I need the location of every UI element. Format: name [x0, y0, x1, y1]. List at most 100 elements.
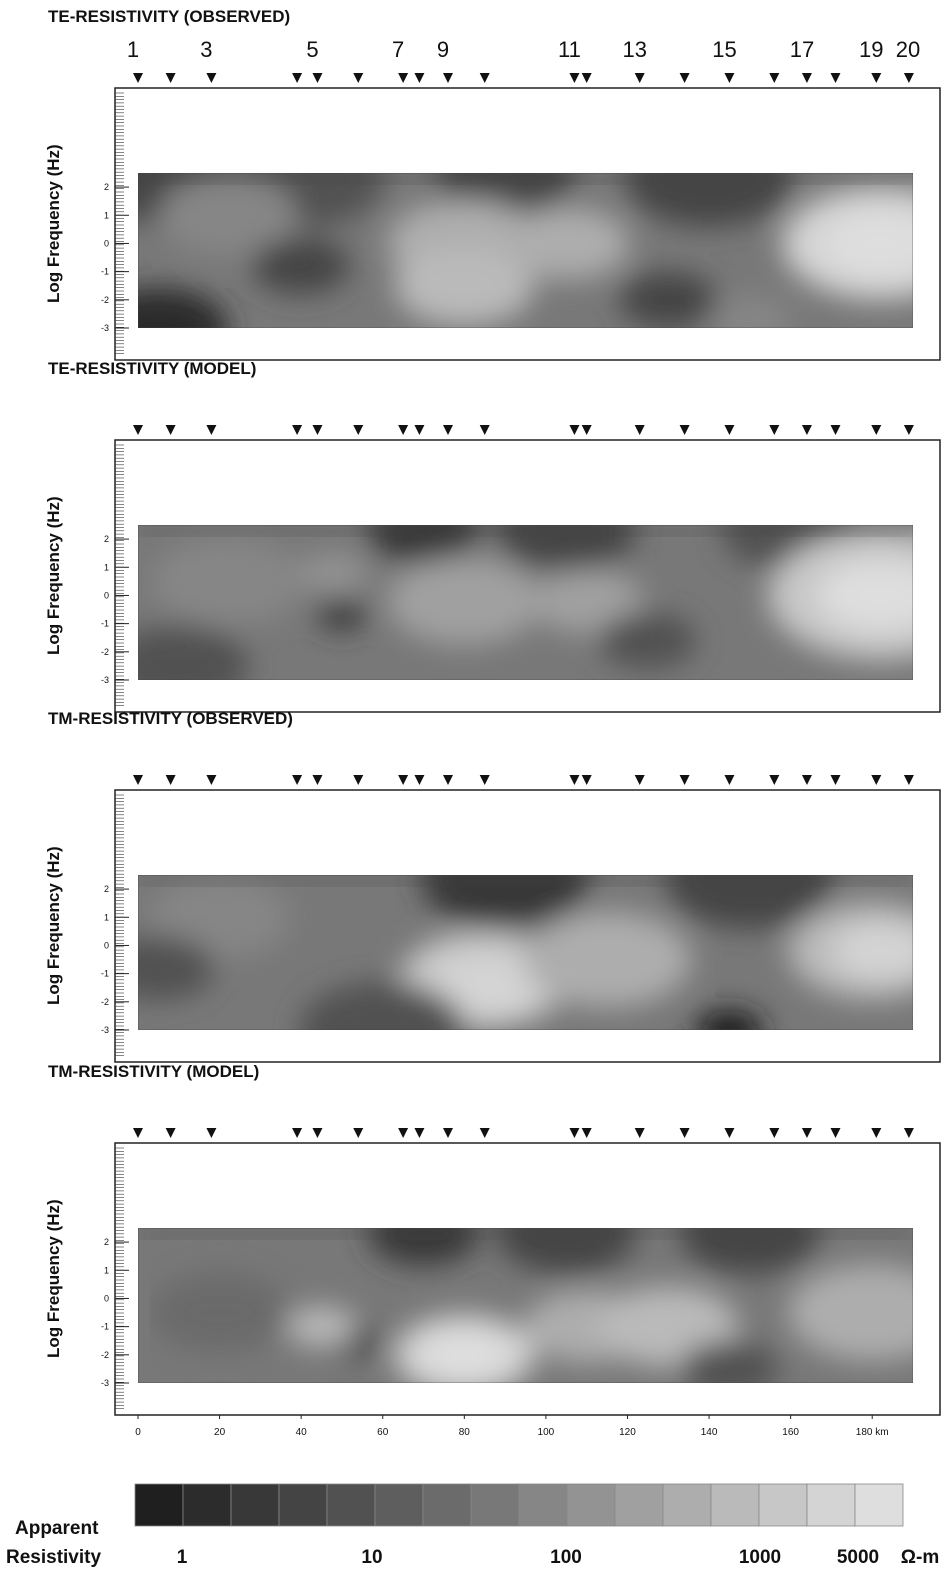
station-marker-icon — [871, 1128, 882, 1138]
station-number-label: 7 — [392, 37, 404, 62]
legend-swatch — [854, 1483, 904, 1527]
x-tick-label: 180 km — [856, 1427, 889, 1438]
station-marker-icon — [165, 73, 176, 83]
contour-region — [316, 600, 368, 630]
y-axis-label: Log Frequency (Hz) — [44, 1199, 63, 1358]
legend-swatch — [566, 1483, 616, 1527]
contour-region — [138, 1228, 913, 1240]
station-marker-icon — [871, 425, 882, 435]
x-tick-label: 80 — [459, 1427, 471, 1438]
contour-region — [680, 1340, 779, 1383]
station-marker-icon — [634, 1128, 645, 1138]
station-marker-icon — [679, 425, 690, 435]
y-axis-label: Log Frequency (Hz) — [44, 496, 63, 655]
station-marker-icon — [414, 1128, 425, 1138]
station-marker-icon — [479, 73, 490, 83]
station-marker-icon — [414, 425, 425, 435]
station-marker-icon — [769, 425, 780, 435]
contour-region — [503, 207, 630, 280]
station-marker-icon — [479, 425, 490, 435]
legend-unit-label: Ω-m — [901, 1547, 939, 1568]
station-marker-icon — [830, 1128, 841, 1138]
contour-region — [619, 271, 718, 328]
legend-title-line1: Apparent — [15, 1518, 99, 1539]
contour-region — [286, 1306, 357, 1347]
legend-swatch — [374, 1483, 424, 1527]
contour-region — [138, 936, 215, 1000]
contour-region — [422, 1330, 507, 1379]
station-number-label: 3 — [200, 37, 212, 62]
y-tick-label: 2 — [104, 1237, 109, 1247]
contour-region — [530, 569, 643, 634]
station-marker-icon — [871, 73, 882, 83]
contour-region — [598, 612, 697, 669]
station-marker-icon — [679, 1128, 690, 1138]
contour-region — [138, 288, 229, 328]
station-marker-icon — [903, 425, 914, 435]
station-marker-icon — [353, 73, 364, 83]
station-number-label: 20 — [896, 37, 920, 62]
y-tick-label: 0 — [104, 238, 109, 248]
panel-4: TM-RESISTIVITY (MODEL) Log Frequency (Hz)… — [44, 1062, 941, 1438]
station-marker-icon — [769, 73, 780, 83]
station-marker-icon — [724, 1128, 735, 1138]
station-number-label: 19 — [859, 37, 883, 62]
x-tick-label: 100 — [538, 1427, 555, 1438]
station-marker-icon — [206, 775, 217, 785]
station-marker-icon — [634, 73, 645, 83]
station-marker-icon — [581, 425, 592, 435]
contour-region — [817, 559, 913, 632]
legend-swatch — [422, 1483, 472, 1527]
station-number-label: 11 — [558, 37, 581, 62]
station-number-label: 15 — [712, 37, 736, 62]
station-number-label: 13 — [622, 37, 646, 62]
legend-value-label: 1 — [177, 1547, 188, 1568]
legend-swatch — [182, 1483, 232, 1527]
station-marker-icon — [581, 775, 592, 785]
y-tick-label: 1 — [104, 562, 109, 572]
station-marker-icon — [801, 1128, 812, 1138]
station-marker-icon — [312, 73, 323, 83]
contour-region — [824, 211, 913, 276]
y-tick-label: 0 — [104, 1293, 109, 1303]
y-tick-label: -1 — [101, 969, 109, 979]
station-number-label: 1 — [127, 37, 139, 62]
y-tick-label: -3 — [101, 675, 109, 685]
legend-swatch — [470, 1483, 520, 1527]
contour-region — [421, 875, 590, 929]
x-tick-label: 140 — [701, 1427, 718, 1438]
station-marker-icon — [398, 775, 409, 785]
y-axis-label: Log Frequency (Hz) — [44, 144, 63, 303]
station-marker-icon — [724, 425, 735, 435]
station-marker-icon — [903, 775, 914, 785]
y-tick-label: 0 — [104, 590, 109, 600]
contour-region — [665, 875, 834, 929]
station-marker-icon — [292, 73, 303, 83]
station-marker-icon — [479, 1128, 490, 1138]
contour-region — [625, 173, 794, 227]
x-tick-label: 120 — [619, 1427, 636, 1438]
legend-swatch — [230, 1483, 280, 1527]
legend-swatch — [806, 1483, 856, 1527]
station-marker-icon — [871, 775, 882, 785]
station-marker-icon — [292, 1128, 303, 1138]
station-marker-icon — [165, 775, 176, 785]
y-tick-label: -3 — [101, 1025, 109, 1035]
station-marker-icon — [133, 775, 143, 785]
y-tick-label: -3 — [101, 323, 109, 333]
panel-1: TE-RESISTIVITY (OBSERVED)1 3 5 7 9 11 13 15 17 19… — [44, 7, 941, 361]
y-tick-label: -2 — [101, 1350, 109, 1360]
station-number-label: 5 — [306, 37, 318, 62]
x-tick-label: 0 — [135, 1427, 141, 1438]
resistivity-field — [138, 875, 913, 1030]
panel-title: TM-RESISTIVITY (MODEL) — [48, 1062, 259, 1081]
station-marker-icon — [634, 425, 645, 435]
station-marker-icon — [830, 73, 841, 83]
station-marker-icon — [830, 425, 841, 435]
contour-region — [788, 1264, 913, 1361]
contour-region — [149, 877, 290, 958]
panel-title: TE-RESISTIVITY (MODEL) — [48, 359, 256, 378]
contour-region — [298, 552, 369, 593]
legend-value-label: 5000 — [837, 1547, 879, 1568]
contour-region — [149, 1272, 290, 1353]
